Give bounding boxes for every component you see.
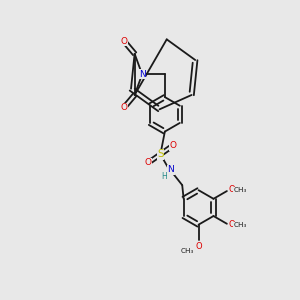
Text: N: N — [139, 70, 145, 79]
Text: O: O — [195, 242, 202, 250]
Text: CH₃: CH₃ — [234, 187, 247, 193]
Text: CH₃: CH₃ — [234, 222, 247, 228]
Text: O: O — [145, 158, 152, 167]
Text: N: N — [167, 165, 174, 174]
Text: H: H — [161, 172, 167, 181]
Text: O: O — [169, 141, 176, 150]
Text: O: O — [229, 185, 236, 194]
Text: O: O — [229, 220, 236, 230]
Text: O: O — [121, 103, 128, 112]
Text: CH₃: CH₃ — [181, 248, 194, 254]
Text: S: S — [157, 149, 164, 159]
Text: O: O — [121, 37, 128, 46]
